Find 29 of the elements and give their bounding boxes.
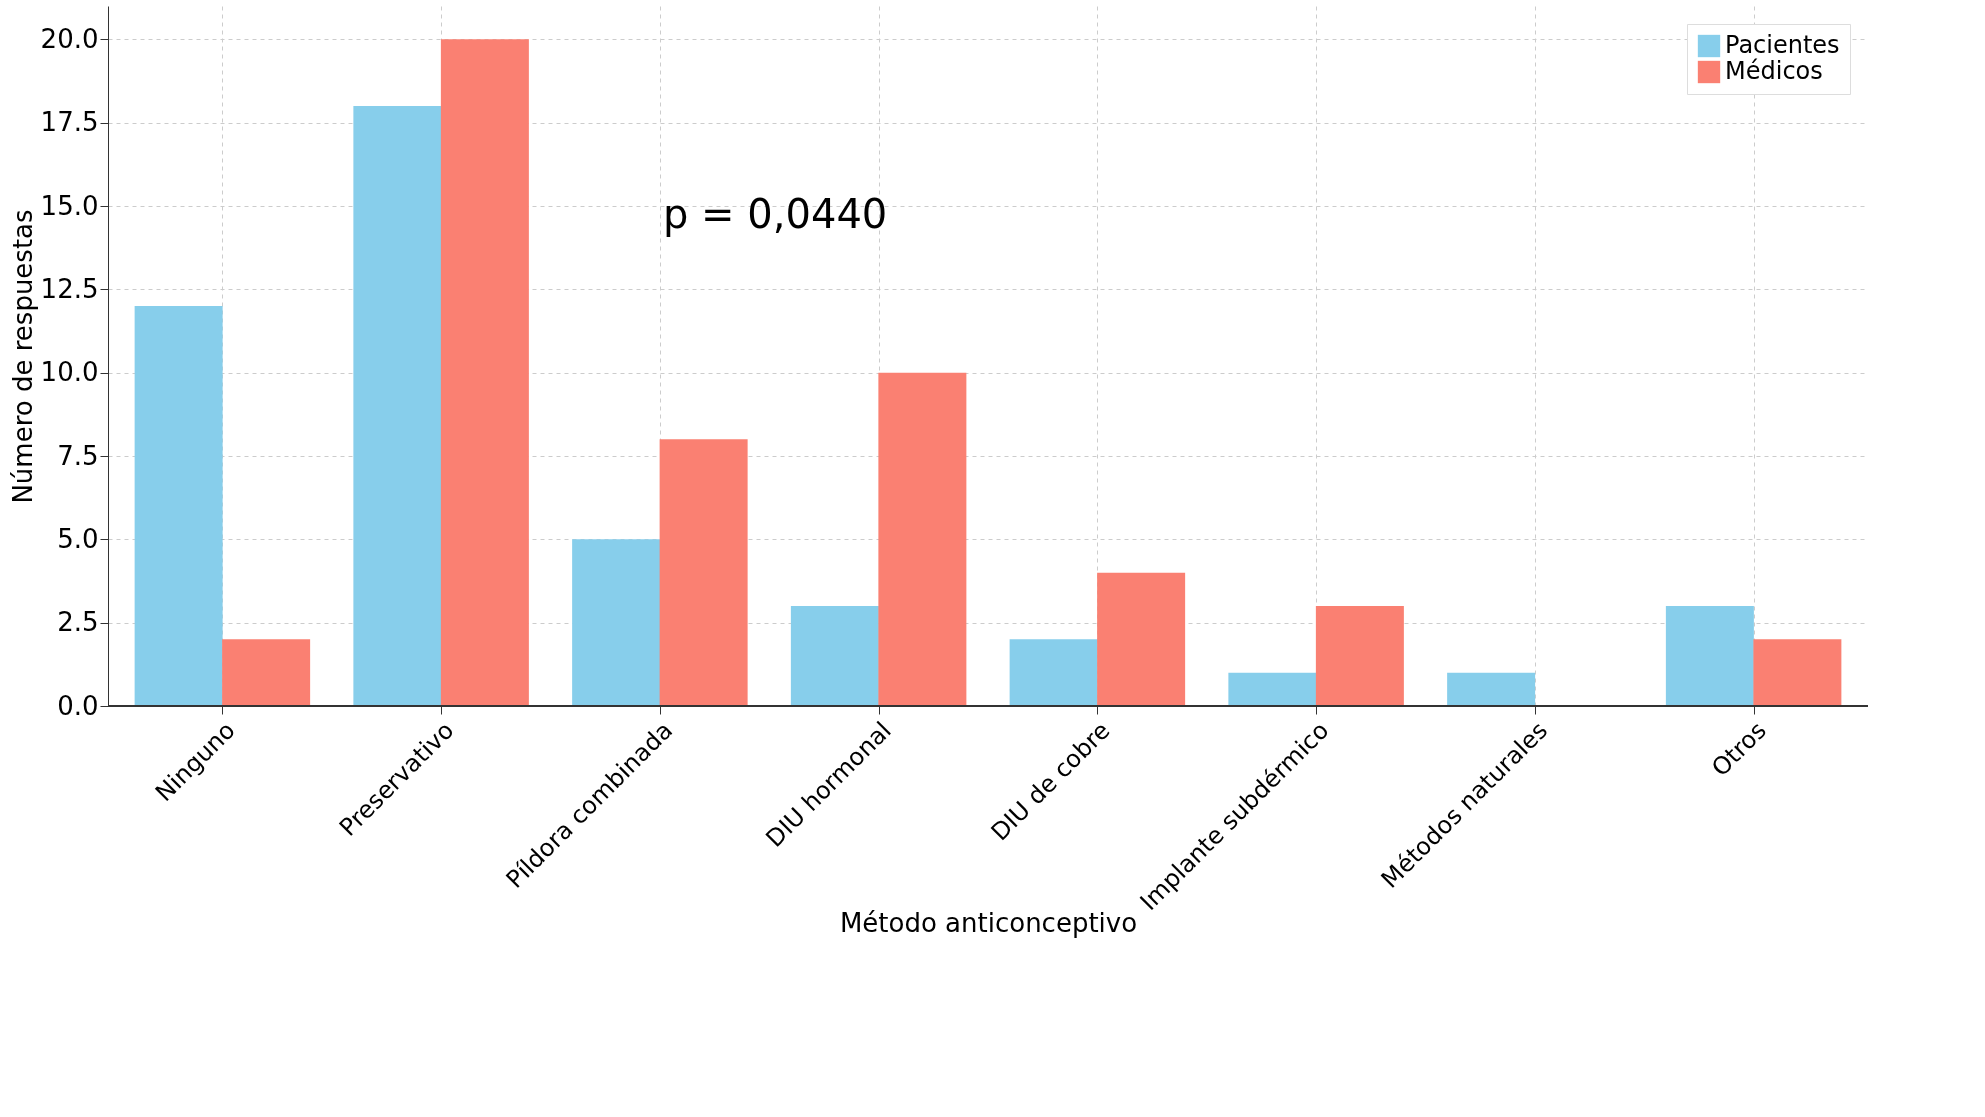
y-tick-label: 20.0 <box>40 23 99 54</box>
bar <box>353 106 442 706</box>
bar <box>1097 572 1186 706</box>
y-tick-label: 5.0 <box>57 523 99 554</box>
y-tick-label: 17.5 <box>40 107 99 138</box>
y-tick-label: 0.0 <box>57 690 99 721</box>
annotation: p = 0,0440 <box>663 191 888 237</box>
x-axis-title: Método anticonceptivo <box>839 907 1138 938</box>
bar <box>1315 606 1404 706</box>
bar <box>1753 639 1842 706</box>
bar <box>1665 606 1754 706</box>
y-tick-label: 7.5 <box>57 440 99 471</box>
y-tick-label: 10.0 <box>40 357 99 388</box>
bar <box>222 639 311 706</box>
y-axis-title: Número de respuestas <box>7 209 38 504</box>
bar <box>1009 639 1098 706</box>
legend-label: Médicos <box>1725 57 1823 85</box>
bar <box>1228 672 1317 706</box>
y-tick-label: 12.5 <box>40 273 99 304</box>
legend-label: Pacientes <box>1725 31 1840 59</box>
bar <box>878 372 967 706</box>
bar <box>134 306 223 706</box>
bar <box>659 439 748 706</box>
y-tick-label: 2.5 <box>57 607 99 638</box>
y-tick-label: 15.0 <box>40 190 99 221</box>
bar <box>1447 672 1536 706</box>
bar <box>790 606 879 706</box>
bar <box>572 539 661 706</box>
bar <box>440 39 529 706</box>
